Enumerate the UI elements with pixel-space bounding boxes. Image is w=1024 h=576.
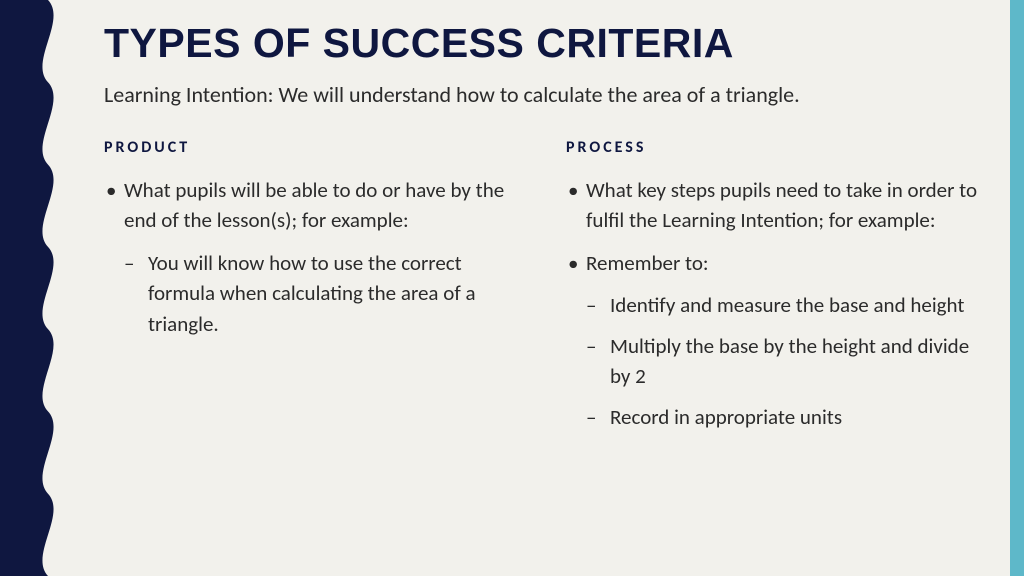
list-item: Remember to:: [566, 248, 984, 278]
list-item: Multiply the base by the height and divi…: [586, 331, 984, 392]
list-item: What key steps pupils need to take in or…: [566, 175, 984, 236]
process-column: PROCESS What key steps pupils need to ta…: [566, 138, 984, 442]
product-column: PRODUCT What pupils will be able to do o…: [104, 138, 522, 442]
product-heading: PRODUCT: [104, 138, 522, 157]
slide-content: TYPES OF SUCCESS CRITERIA Learning Inten…: [104, 20, 984, 560]
learning-intention: Learning Intention: We will understand h…: [104, 81, 984, 108]
right-accent-stripe: [1010, 0, 1024, 576]
product-list: What pupils will be able to do or have b…: [104, 175, 522, 339]
slide-title: TYPES OF SUCCESS CRITERIA: [104, 20, 984, 67]
list-item: Record in appropriate units: [586, 402, 984, 432]
list-item: You will know how to use the correct for…: [124, 248, 522, 339]
process-list: What key steps pupils need to take in or…: [566, 175, 984, 432]
process-heading: PROCESS: [566, 138, 984, 157]
list-item: What pupils will be able to do or have b…: [104, 175, 522, 236]
columns-wrapper: PRODUCT What pupils will be able to do o…: [104, 138, 984, 442]
list-item: Identify and measure the base and height: [586, 290, 984, 320]
left-wave-decoration: [0, 0, 70, 576]
